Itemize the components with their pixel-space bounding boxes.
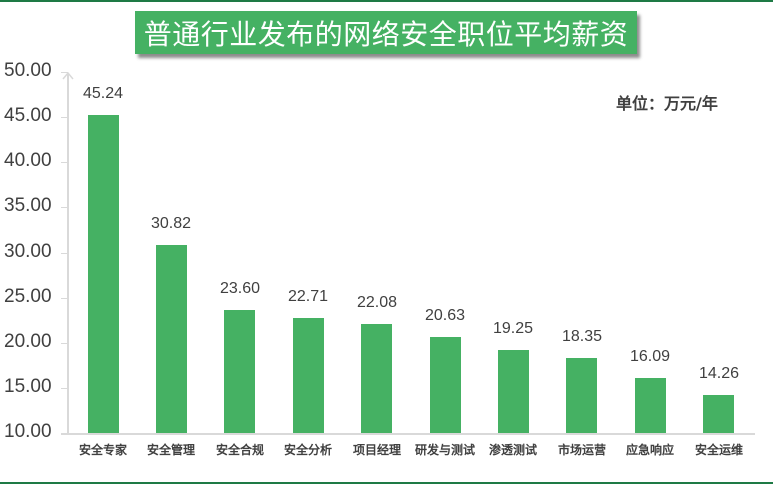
bar (224, 310, 255, 433)
y-tick-label: 35.00 (4, 195, 52, 216)
x-category-label: 渗透测试 (488, 443, 537, 457)
y-tick (61, 298, 68, 299)
bar (498, 350, 529, 433)
bar (293, 318, 324, 433)
x-axis (61, 433, 755, 435)
y-tick (61, 207, 68, 208)
bar-value-label: 22.71 (287, 288, 329, 305)
bar (703, 395, 734, 433)
x-category-label: 安全专家 (78, 443, 127, 457)
unit-note: 单位：万元/年 (616, 94, 718, 113)
y-tick-label: 50.00 (4, 60, 52, 81)
bar (566, 358, 597, 433)
y-tick-label: 15.00 (4, 376, 52, 397)
y-tick-label: 40.00 (4, 150, 52, 171)
y-tick (61, 117, 68, 118)
x-category-label: 应急响应 (625, 443, 674, 457)
x-category-label: 安全合规 (215, 443, 264, 457)
bar-value-label: 14.26 (698, 365, 740, 382)
bar (635, 378, 666, 433)
y-tick-label: 10.00 (4, 421, 52, 442)
bar-value-label: 20.63 (424, 307, 466, 324)
bar-value-label: 23.60 (219, 280, 261, 297)
bar-value-label: 45.24 (82, 85, 124, 102)
y-tick-label: 45.00 (4, 105, 52, 126)
y-axis-arrow-icon (62, 71, 74, 80)
bar (430, 337, 461, 433)
top-border-line (0, 0, 773, 2)
y-tick (61, 253, 68, 254)
x-category-label: 安全运维 (694, 443, 743, 457)
y-tick (61, 162, 68, 163)
y-tick (61, 433, 68, 434)
bar (361, 324, 392, 433)
y-tick (61, 72, 68, 73)
y-tick-label: 30.00 (4, 241, 52, 262)
bar-value-label: 19.25 (492, 320, 534, 337)
x-category-label: 市场运营 (557, 443, 606, 457)
bar-value-label: 30.82 (150, 215, 192, 232)
bar-value-label: 22.08 (356, 294, 398, 311)
x-category-label: 研发与测试 (414, 443, 475, 457)
x-category-label: 安全分析 (283, 443, 332, 457)
y-tick-label: 20.00 (4, 331, 52, 352)
bar-value-label: 16.09 (629, 348, 671, 365)
y-tick (61, 343, 68, 344)
x-category-label: 项目经理 (352, 443, 401, 457)
bar-value-label: 18.35 (561, 328, 603, 345)
y-axis (67, 74, 69, 434)
y-tick (61, 388, 68, 389)
bar (88, 115, 119, 433)
bottom-border-line (0, 482, 773, 484)
chart-title: 普通行业发布的网络安全职位平均薪资 (135, 11, 637, 54)
x-category-label: 安全管理 (146, 443, 195, 457)
bar (156, 245, 187, 433)
y-tick-label: 25.00 (4, 286, 52, 307)
